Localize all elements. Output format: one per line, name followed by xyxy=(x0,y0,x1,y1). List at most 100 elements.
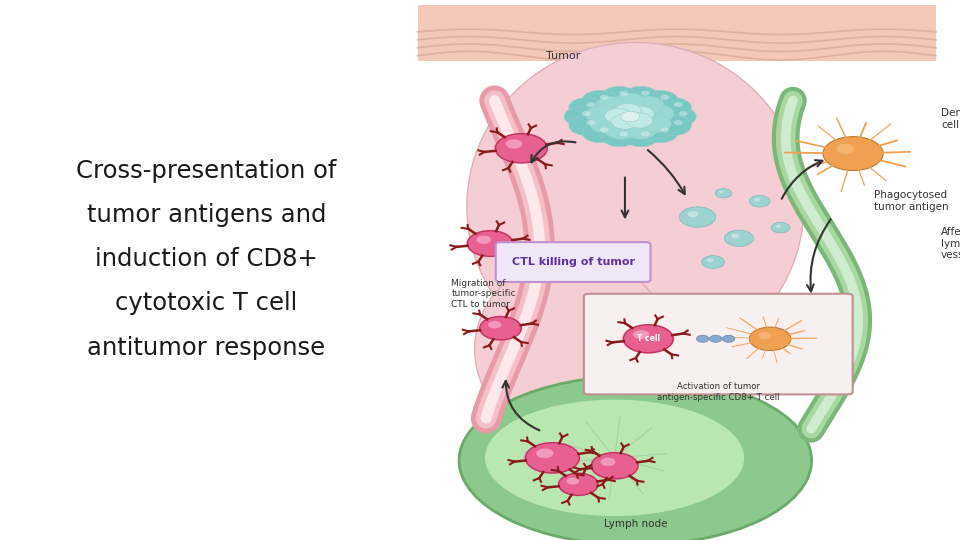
Circle shape xyxy=(613,93,645,111)
Circle shape xyxy=(493,132,549,164)
FancyBboxPatch shape xyxy=(584,294,852,394)
Circle shape xyxy=(523,442,582,474)
Circle shape xyxy=(591,453,638,479)
Circle shape xyxy=(750,195,770,207)
Circle shape xyxy=(632,96,664,114)
Text: Afferent
lymphatic
vessel: Afferent lymphatic vessel xyxy=(941,227,960,260)
Ellipse shape xyxy=(474,257,672,442)
Text: cytotoxic T cell: cytotoxic T cell xyxy=(115,292,298,315)
Circle shape xyxy=(697,335,708,342)
Circle shape xyxy=(623,325,673,353)
Circle shape xyxy=(605,108,632,123)
Circle shape xyxy=(709,335,722,342)
Ellipse shape xyxy=(459,376,811,540)
Text: T cell: T cell xyxy=(636,334,660,343)
Circle shape xyxy=(680,207,716,227)
Text: Dendritic
cell: Dendritic cell xyxy=(941,109,960,130)
Circle shape xyxy=(480,316,521,340)
Circle shape xyxy=(660,127,669,132)
Circle shape xyxy=(627,106,655,122)
Circle shape xyxy=(619,91,628,96)
Circle shape xyxy=(478,315,523,341)
Circle shape xyxy=(657,98,691,117)
Circle shape xyxy=(731,233,740,239)
Circle shape xyxy=(468,231,513,256)
Circle shape xyxy=(621,111,639,122)
Circle shape xyxy=(612,114,638,129)
Circle shape xyxy=(466,230,515,258)
Circle shape xyxy=(495,134,547,163)
Circle shape xyxy=(623,127,659,147)
Text: tumor antigens and: tumor antigens and xyxy=(86,203,326,227)
Circle shape xyxy=(836,144,854,154)
Text: CTL killing of tumor: CTL killing of tumor xyxy=(512,257,635,267)
Circle shape xyxy=(715,188,732,198)
Circle shape xyxy=(679,111,687,116)
Polygon shape xyxy=(418,5,936,61)
Circle shape xyxy=(660,95,669,100)
Circle shape xyxy=(583,90,617,110)
Circle shape xyxy=(557,472,600,496)
Circle shape xyxy=(626,113,653,128)
Circle shape xyxy=(605,121,637,139)
Text: antitumor response: antitumor response xyxy=(87,336,325,360)
Circle shape xyxy=(643,90,678,110)
Text: Lymph node: Lymph node xyxy=(604,519,667,529)
Circle shape xyxy=(661,107,696,126)
Circle shape xyxy=(602,127,636,147)
Circle shape xyxy=(559,473,598,495)
Circle shape xyxy=(776,225,780,228)
Circle shape xyxy=(600,127,609,132)
Circle shape xyxy=(589,451,639,480)
Circle shape xyxy=(624,121,657,139)
Circle shape xyxy=(595,97,628,115)
Circle shape xyxy=(623,86,659,106)
Circle shape xyxy=(586,105,618,124)
Circle shape xyxy=(589,115,622,133)
Ellipse shape xyxy=(467,43,804,370)
Circle shape xyxy=(687,211,699,217)
Circle shape xyxy=(506,139,522,148)
Circle shape xyxy=(569,98,604,117)
Circle shape xyxy=(758,332,771,339)
Circle shape xyxy=(488,321,501,328)
Circle shape xyxy=(641,105,674,123)
Circle shape xyxy=(707,258,713,262)
Circle shape xyxy=(525,443,579,473)
Circle shape xyxy=(643,123,678,143)
Circle shape xyxy=(476,235,492,244)
Circle shape xyxy=(614,103,641,118)
Circle shape xyxy=(602,86,636,106)
Circle shape xyxy=(621,323,675,354)
Text: Activation of tumor
antigen-specific CD8+ T cell: Activation of tumor antigen-specific CD8… xyxy=(657,382,780,402)
Circle shape xyxy=(702,255,725,268)
Circle shape xyxy=(601,458,615,466)
Circle shape xyxy=(823,137,883,171)
Circle shape xyxy=(587,102,595,107)
Circle shape xyxy=(674,120,683,125)
FancyBboxPatch shape xyxy=(495,242,651,282)
Circle shape xyxy=(750,327,791,350)
Text: Phagocytosed
tumor antigen: Phagocytosed tumor antigen xyxy=(874,191,948,212)
Text: Tumor: Tumor xyxy=(545,51,580,61)
Circle shape xyxy=(634,330,649,339)
Text: Migration of
tumor-specific
CTL to tumor: Migration of tumor-specific CTL to tumor xyxy=(451,279,516,309)
Circle shape xyxy=(564,107,599,126)
Circle shape xyxy=(657,116,691,136)
Circle shape xyxy=(566,477,579,484)
Circle shape xyxy=(619,131,628,137)
Circle shape xyxy=(600,95,609,100)
Circle shape xyxy=(723,335,734,342)
Circle shape xyxy=(641,131,650,137)
Circle shape xyxy=(674,102,683,107)
Circle shape xyxy=(754,198,760,201)
Circle shape xyxy=(725,230,754,246)
Circle shape xyxy=(582,111,590,116)
Circle shape xyxy=(569,116,604,136)
Circle shape xyxy=(583,123,617,143)
Circle shape xyxy=(771,222,790,233)
Circle shape xyxy=(638,114,671,132)
Ellipse shape xyxy=(485,400,744,516)
Text: induction of CD8+: induction of CD8+ xyxy=(95,247,318,271)
Circle shape xyxy=(641,91,650,96)
